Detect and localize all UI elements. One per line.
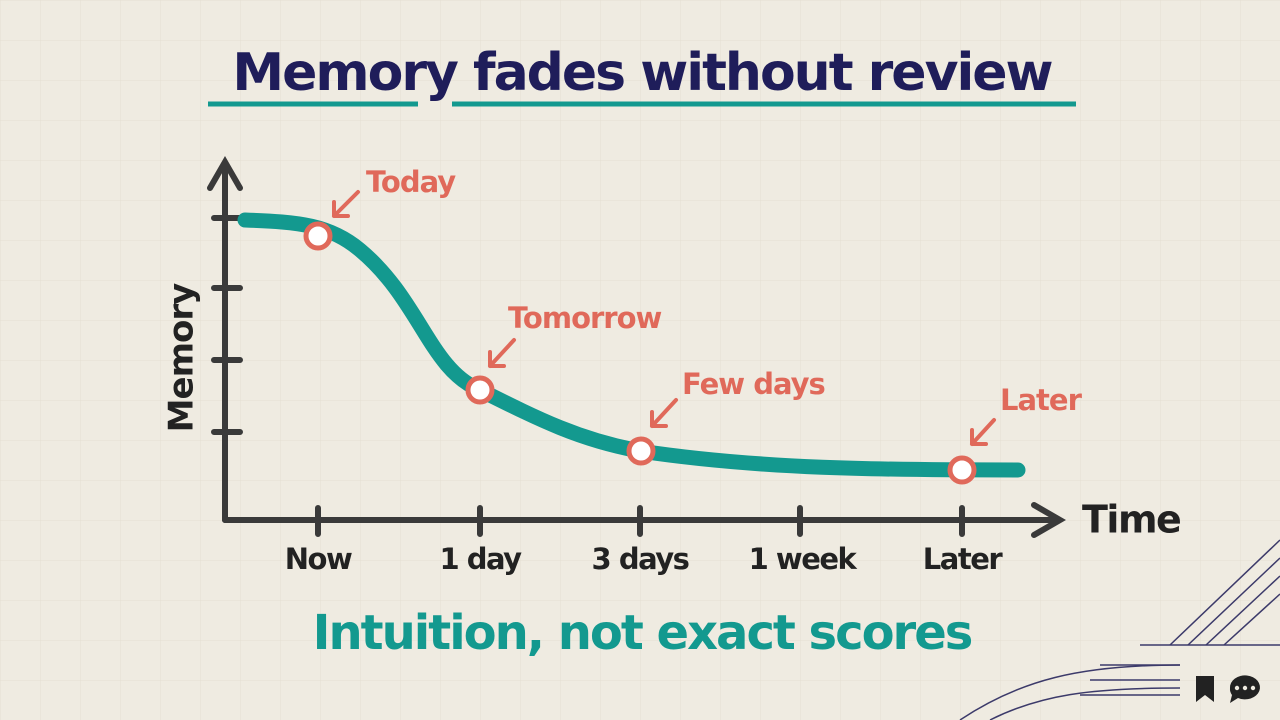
annotation: Later	[1000, 383, 1083, 417]
arrow	[332, 190, 360, 218]
axes	[207, 155, 1067, 538]
subtitle: Intuition, not exact scores	[313, 605, 972, 661]
x-label: 1 week	[749, 542, 858, 576]
arrow	[970, 418, 996, 446]
title: Memory fades without review	[232, 43, 1052, 103]
bookmark-icon[interactable]	[1196, 676, 1214, 702]
point	[465, 375, 495, 405]
arrow	[488, 338, 516, 368]
annotation: Tomorrow	[508, 301, 662, 335]
x-label: Later	[923, 542, 1004, 576]
x-label: 1 day	[439, 542, 522, 576]
y-axis-label: Memory	[162, 283, 202, 432]
point	[303, 221, 333, 251]
x-label: 3 days	[592, 542, 689, 576]
x-label: Now	[285, 542, 352, 576]
annotation: Few days	[682, 367, 825, 401]
point	[626, 436, 656, 466]
corner-decoration	[959, 539, 1280, 720]
forgetting-curve	[237, 212, 1026, 478]
annotation: Today	[366, 165, 456, 199]
x-axis-label: Time	[1082, 498, 1180, 542]
arrow	[650, 398, 678, 428]
point	[947, 455, 977, 485]
comment-icon[interactable]	[1229, 675, 1260, 703]
